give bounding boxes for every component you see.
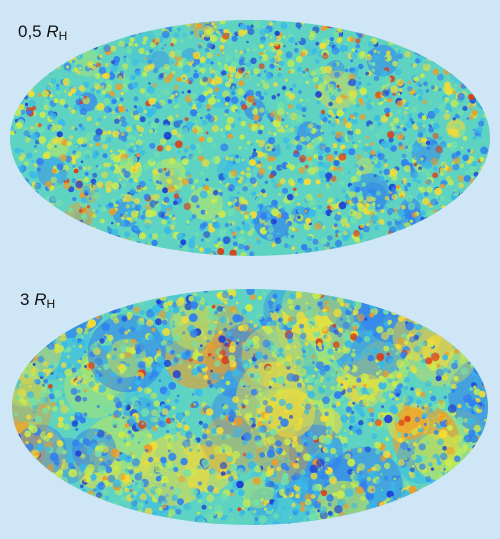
label-symbol: R [46,22,59,41]
label-subscript: H [58,29,68,43]
sky-map-mollweide-bottom [12,289,488,525]
panel-label-top: 0,5 RH [18,22,67,43]
sky-map-mollweide-top [10,20,490,256]
label-prefix: 0,5 [18,22,47,41]
label-prefix: 3 [20,290,35,309]
panel-three-hubble-radius: 3 RH [0,276,500,536]
label-symbol: R [34,290,47,309]
panel-half-hubble-radius: 0,5 RH [0,10,500,270]
panel-label-bottom: 3 RH [20,290,55,311]
label-subscript: H [46,297,56,311]
